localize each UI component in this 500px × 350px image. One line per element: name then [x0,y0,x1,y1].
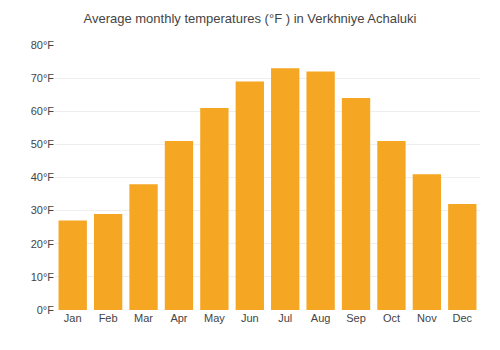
svg-text:Oct: Oct [383,312,400,324]
svg-text:50°F: 50°F [31,138,55,150]
svg-text:60°F: 60°F [31,105,55,117]
svg-text:Jul: Jul [278,312,292,324]
svg-text:0°F: 0°F [37,304,55,316]
svg-text:20°F: 20°F [31,238,55,250]
svg-text:10°F: 10°F [31,271,55,283]
svg-text:Apr: Apr [170,312,187,324]
svg-text:Average monthly temperatures (: Average monthly temperatures (°F ) in Ve… [83,11,416,26]
svg-text:Aug: Aug [311,312,331,324]
svg-text:Nov: Nov [417,312,437,324]
svg-text:Mar: Mar [134,312,153,324]
svg-text:Feb: Feb [99,312,118,324]
svg-text:Dec: Dec [453,312,473,324]
svg-text:Jan: Jan [64,312,82,324]
svg-text:Sep: Sep [346,312,366,324]
svg-text:70°F: 70°F [31,72,55,84]
svg-text:40°F: 40°F [31,171,55,183]
svg-text:Jun: Jun [241,312,259,324]
svg-text:May: May [204,312,225,324]
svg-text:30°F: 30°F [31,204,55,216]
svg-text:80°F: 80°F [31,39,55,51]
